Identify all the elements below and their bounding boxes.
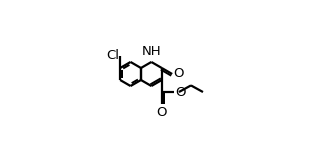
Text: O: O: [175, 86, 185, 99]
Text: Cl: Cl: [106, 49, 119, 62]
Text: NH: NH: [142, 45, 161, 58]
Text: O: O: [174, 67, 184, 80]
Text: O: O: [156, 106, 167, 119]
